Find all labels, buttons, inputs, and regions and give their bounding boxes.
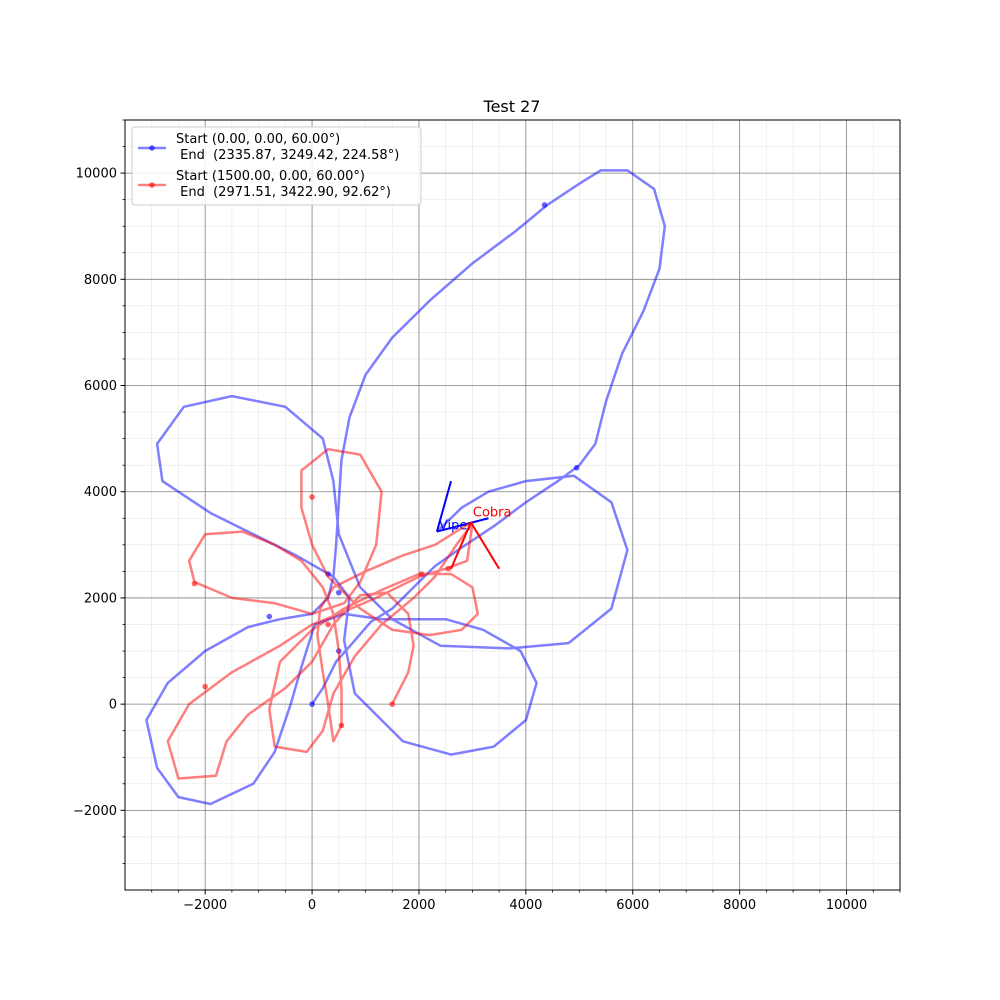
x-tick-label: 2000 [402,898,435,913]
series-marker-0 [335,589,342,596]
series-marker-1 [338,722,345,729]
series-marker-0 [309,701,315,707]
series-marker-1 [202,683,208,690]
legend-swatch-marker-0 [149,145,155,151]
x-tick-label: 8000 [723,898,756,913]
legend-label-end-1: End (2971.51, 3422.90, 92.62°) [176,185,391,200]
series-marker-1 [309,494,315,500]
heading-label-1: Cobra [473,505,512,520]
x-tick-label: 10000 [826,898,867,913]
y-tick-label: 2000 [84,591,117,606]
chart-title: Test 27 [483,97,541,116]
series-marker-0 [573,465,580,471]
axes-frame [124,119,901,891]
heading-indicator-1 [470,521,500,570]
y-tick-label: 8000 [84,273,117,288]
x-tick-label: 6000 [616,898,649,913]
series-marker-1 [389,701,396,707]
series-marker-0 [266,613,273,620]
heading-indicator-0 [435,480,452,532]
legend: Start (0.00, 0.00, 60.00°) End (2335.87,… [131,126,422,206]
y-tick-label: 0 [109,698,117,713]
series-line-1 [166,447,480,780]
series-line-0 [145,169,667,806]
x-tick-label: −2000 [183,898,227,913]
series-marker-1 [418,571,425,577]
series-marker-1 [191,580,198,587]
legend-label-end-0: End (2335.87, 3249.42, 224.58°) [176,148,399,163]
legend-swatch-marker-1 [149,182,155,188]
legend-label-0: Start (0.00, 0.00, 60.00°) [176,132,340,147]
series-marker-1 [445,565,452,572]
y-tick-label: −2000 [73,804,117,819]
y-tick-label: 10000 [76,167,117,182]
heading-label-0: Viper [439,519,473,534]
y-tick-label: 4000 [84,485,117,500]
x-tick-label: 0 [308,898,316,913]
legend-label-1: Start (1500.00, 0.00, 60.00°) [176,169,365,184]
series-marker-1 [325,621,331,628]
x-tick-label: 4000 [509,898,542,913]
heading-indicator-1 [450,521,472,570]
y-tick-label: 6000 [84,379,117,394]
series-marker-0 [541,202,548,208]
heading-indicator-0 [436,517,489,533]
legend-box [131,126,422,206]
